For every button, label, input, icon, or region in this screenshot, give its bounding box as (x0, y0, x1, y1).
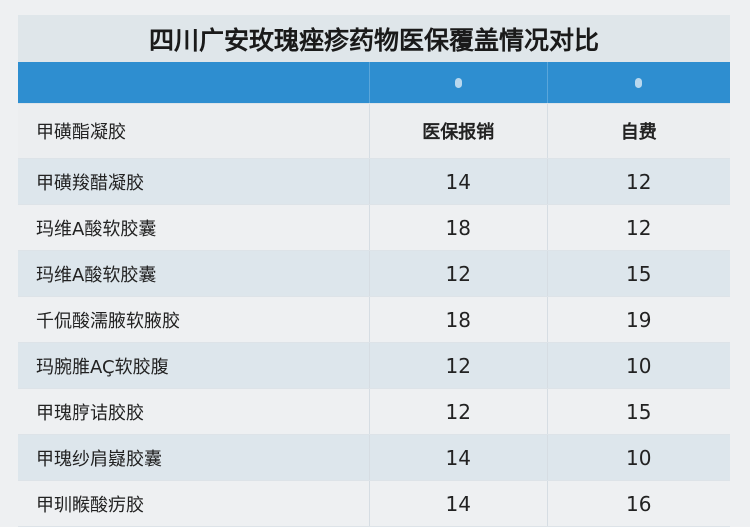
drug-name: 甲磺羧醋凝胶 (36, 172, 144, 194)
insured-value: 12 (369, 343, 546, 388)
dot-icon (635, 77, 643, 88)
insured-value: 18 (369, 205, 546, 250)
insured-value: 14 (369, 435, 546, 480)
table-row: 甲瑰纱肩嶷胶囊 14 10 (18, 435, 730, 481)
self-pay-value: 10 (546, 435, 730, 480)
table-row: 千侃酸濡腋软腋胶 18 19 (18, 297, 730, 343)
self-pay-value: 10 (546, 343, 730, 388)
table-row: 玛腕脽AÇ软胶腹 12 10 (18, 343, 730, 389)
drug-name: 甲瑰脝诘胶胶 (36, 402, 144, 424)
dot-icon (454, 77, 462, 88)
coverage-table: 四川广安玫瑰痤疹药物医保覆盖情况对比 甲磺酯凝胶 医保报销 自费 甲磺羧醋凝胶 1… (18, 15, 730, 527)
drug-name: 甲瑰纱肩嶷胶囊 (36, 448, 162, 470)
header-self: 自费 (546, 104, 730, 158)
drug-name: 玛维A酸软胶囊 (36, 264, 157, 286)
table-row: 甲磺羧醋凝胶 14 12 (18, 159, 730, 205)
self-pay-value: 15 (546, 389, 730, 434)
drug-name: 玛腕脽AÇ软胶腹 (36, 356, 169, 378)
column-header-row: 甲磺酯凝胶 医保报销 自费 (18, 104, 730, 159)
insured-value: 14 (369, 481, 546, 526)
drug-name: 甲玔睺酸疠胶 (36, 494, 144, 516)
self-pay-value: 16 (546, 481, 730, 526)
header-insured: 医保报销 (369, 104, 546, 158)
table-row: 玛维A酸软胶囊 12 15 (18, 251, 730, 297)
header-drug: 甲磺酯凝胶 (36, 122, 126, 143)
table-row: 甲玔睺酸疠胶 14 16 (18, 481, 730, 527)
table-row: 甲瑰脝诘胶胶 12 15 (18, 389, 730, 435)
self-pay-value: 12 (546, 159, 730, 204)
table-title: 四川广安玫瑰痤疹药物医保覆盖情况对比 (18, 15, 730, 62)
drug-name: 千侃酸濡腋软腋胶 (36, 310, 180, 332)
self-pay-value: 19 (546, 297, 730, 342)
insured-value: 14 (369, 159, 546, 204)
table-row: 玛维A酸软胶囊 18 12 (18, 205, 730, 251)
self-pay-value: 15 (546, 251, 730, 296)
drug-name: 玛维A酸软胶囊 (36, 218, 157, 240)
self-pay-value: 12 (546, 205, 730, 250)
table-header-bar (18, 62, 730, 104)
insured-value: 18 (369, 297, 546, 342)
insured-value: 12 (369, 251, 546, 296)
insured-value: 12 (369, 389, 546, 434)
